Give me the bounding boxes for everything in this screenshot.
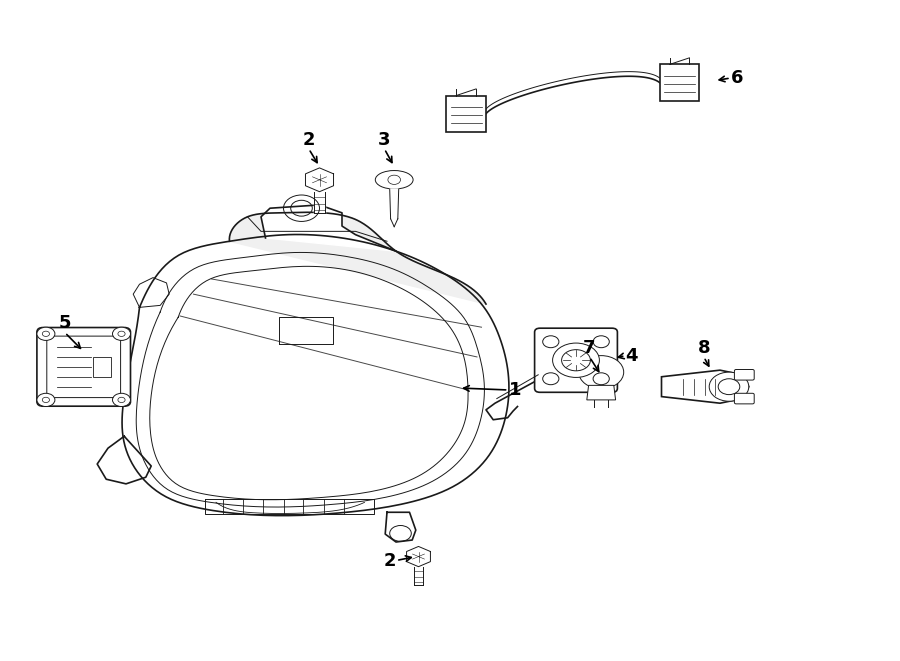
Polygon shape [205, 499, 374, 514]
Circle shape [37, 327, 55, 340]
Text: 8: 8 [698, 339, 710, 357]
Polygon shape [446, 95, 486, 132]
Text: 1: 1 [508, 381, 521, 399]
Circle shape [579, 356, 624, 389]
FancyBboxPatch shape [734, 369, 754, 380]
Polygon shape [407, 547, 430, 566]
Circle shape [42, 331, 50, 336]
Circle shape [118, 397, 125, 403]
FancyBboxPatch shape [93, 357, 111, 377]
Text: 3: 3 [378, 131, 391, 149]
Circle shape [37, 393, 55, 407]
Text: 2: 2 [383, 551, 396, 570]
Polygon shape [230, 212, 486, 304]
Circle shape [593, 373, 609, 385]
Circle shape [718, 379, 740, 395]
Circle shape [543, 336, 559, 348]
FancyBboxPatch shape [47, 336, 121, 397]
Polygon shape [390, 189, 399, 219]
Polygon shape [587, 385, 616, 400]
Circle shape [388, 175, 400, 184]
Polygon shape [133, 278, 169, 307]
Circle shape [112, 393, 130, 407]
Text: 6: 6 [731, 69, 743, 87]
Polygon shape [486, 379, 540, 420]
Circle shape [709, 372, 749, 401]
Text: 4: 4 [626, 346, 638, 365]
Polygon shape [314, 192, 325, 213]
Circle shape [553, 343, 599, 377]
Circle shape [562, 350, 590, 371]
Text: 5: 5 [58, 315, 71, 332]
Ellipse shape [375, 171, 413, 189]
Polygon shape [97, 436, 151, 484]
Polygon shape [660, 64, 699, 100]
Polygon shape [414, 566, 423, 584]
Circle shape [543, 373, 559, 385]
FancyBboxPatch shape [535, 328, 617, 392]
Circle shape [593, 336, 609, 348]
Circle shape [42, 397, 50, 403]
Circle shape [112, 327, 130, 340]
Polygon shape [261, 205, 396, 251]
Polygon shape [305, 168, 334, 192]
Polygon shape [122, 235, 508, 516]
Polygon shape [279, 317, 333, 344]
Text: 2: 2 [302, 131, 315, 149]
Polygon shape [385, 512, 416, 542]
Text: 7: 7 [583, 339, 596, 357]
Circle shape [118, 331, 125, 336]
FancyBboxPatch shape [734, 393, 754, 404]
Polygon shape [662, 370, 749, 403]
FancyBboxPatch shape [37, 328, 130, 406]
